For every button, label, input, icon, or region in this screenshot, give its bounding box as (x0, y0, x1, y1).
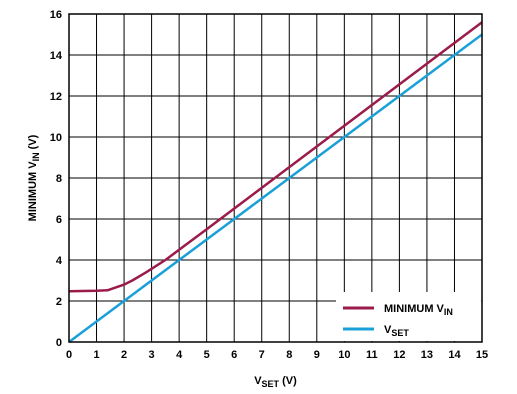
y-axis-title: MINIMUM VIN (V) (27, 134, 41, 221)
y-tick-label: 4 (56, 255, 63, 267)
legend-label-vset: VSET (384, 324, 409, 338)
y-axis-title-main: MINIMUM V (27, 161, 39, 222)
x-tick-label: 12 (393, 349, 405, 361)
y-axis-title-unit: (V) (27, 134, 39, 152)
x-tick-labels: 0 1 2 3 4 5 6 7 8 9 10 11 12 13 14 15 (66, 349, 488, 361)
y-tick-label: 14 (50, 50, 63, 62)
x-tick-label: 9 (314, 349, 320, 361)
x-tick-label: 1 (93, 349, 99, 361)
legend: MINIMUM VIN VSET (336, 292, 481, 341)
x-tick-label: 5 (204, 349, 210, 361)
y-tick-label: 8 (56, 173, 62, 185)
x-tick-label: 10 (338, 349, 350, 361)
x-axis-title-main: V (254, 375, 262, 387)
x-axis-title-unit: (V) (279, 375, 297, 387)
y-tick-label: 12 (50, 91, 62, 103)
x-tick-label: 13 (421, 349, 433, 361)
x-tick-label: 6 (231, 349, 237, 361)
series-line-minimum-vin (68, 21, 483, 293)
x-tick-label: 14 (448, 349, 461, 361)
y-tick-label: 10 (50, 132, 62, 144)
legend-label-minimum-vin: MINIMUM VIN (384, 303, 453, 317)
x-tick-label: 8 (286, 349, 292, 361)
x-tick-label: 11 (366, 349, 378, 361)
legend-label-minimum-vin-sub: IN (444, 307, 453, 317)
x-tick-label: 15 (476, 349, 488, 361)
y-tick-label: 2 (56, 296, 62, 308)
x-tick-label: 0 (66, 349, 72, 361)
x-axis-title-sub: SET (262, 379, 280, 389)
series-line-vset (68, 33, 483, 344)
y-tick-label: 0 (56, 337, 62, 349)
legend-label-vset-sub: SET (391, 328, 409, 338)
legend-label-minimum-vin-main: MINIMUM V (384, 303, 445, 315)
legend-background (336, 292, 481, 341)
x-tick-label: 7 (259, 349, 265, 361)
legend-label-vset-main: V (384, 324, 392, 336)
y-tick-label: 6 (56, 214, 62, 226)
x-tick-label: 2 (121, 349, 127, 361)
x-axis-title: VSET (V) (254, 375, 297, 389)
y-tick-label: 16 (50, 9, 62, 21)
x-tick-label: 3 (149, 349, 155, 361)
series-layer (68, 21, 483, 344)
plot-frame (68, 13, 483, 343)
y-tick-labels: 0 2 4 6 8 10 12 14 16 (50, 9, 63, 349)
y-axis-title-sub: IN (31, 152, 41, 161)
x-tick-label: 4 (176, 349, 183, 361)
